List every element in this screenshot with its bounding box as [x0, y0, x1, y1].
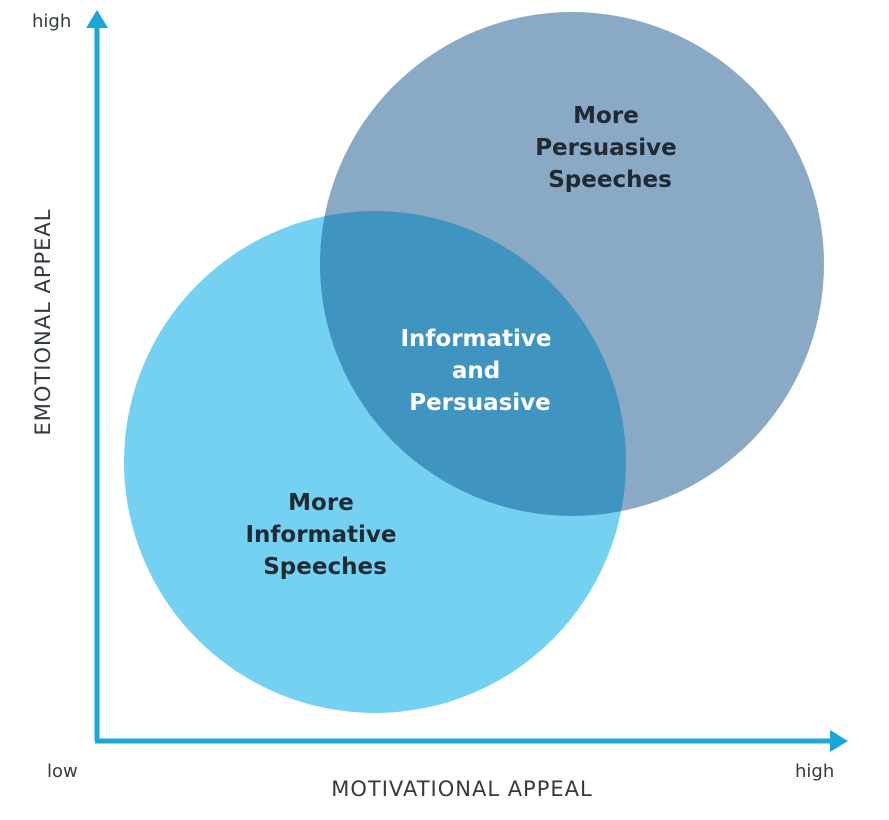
informative-label-line-3: Speeches	[263, 554, 387, 580]
persuasive-label-line-2: Persuasive	[535, 135, 677, 161]
x-axis-title: MOTIVATIONAL APPEAL	[331, 777, 592, 801]
y-axis-arrowhead	[86, 10, 108, 28]
persuasive-label-line-1: More	[573, 103, 639, 129]
overlap-label-line-2: and	[452, 358, 500, 384]
overlap-label-line-1: Informative	[400, 326, 551, 352]
informative-label-line-2: Informative	[245, 522, 396, 548]
overlap-label: Informative and Persuasive	[400, 326, 559, 416]
y-axis-high-label: high	[32, 11, 71, 32]
persuasive-label: More Persuasive Speeches	[535, 103, 685, 193]
y-axis-title: EMOTIONAL APPEAL	[31, 209, 55, 436]
informative-label: More Informative Speeches	[245, 490, 404, 580]
overlap-label-line-3: Persuasive	[409, 390, 551, 416]
informative-label-line-1: More	[288, 490, 354, 516]
x-axis-arrowhead	[830, 730, 848, 752]
persuasive-label-line-3: Speeches	[548, 167, 672, 193]
origin-low-label: low	[47, 761, 78, 782]
x-axis-high-label: high	[795, 761, 834, 782]
